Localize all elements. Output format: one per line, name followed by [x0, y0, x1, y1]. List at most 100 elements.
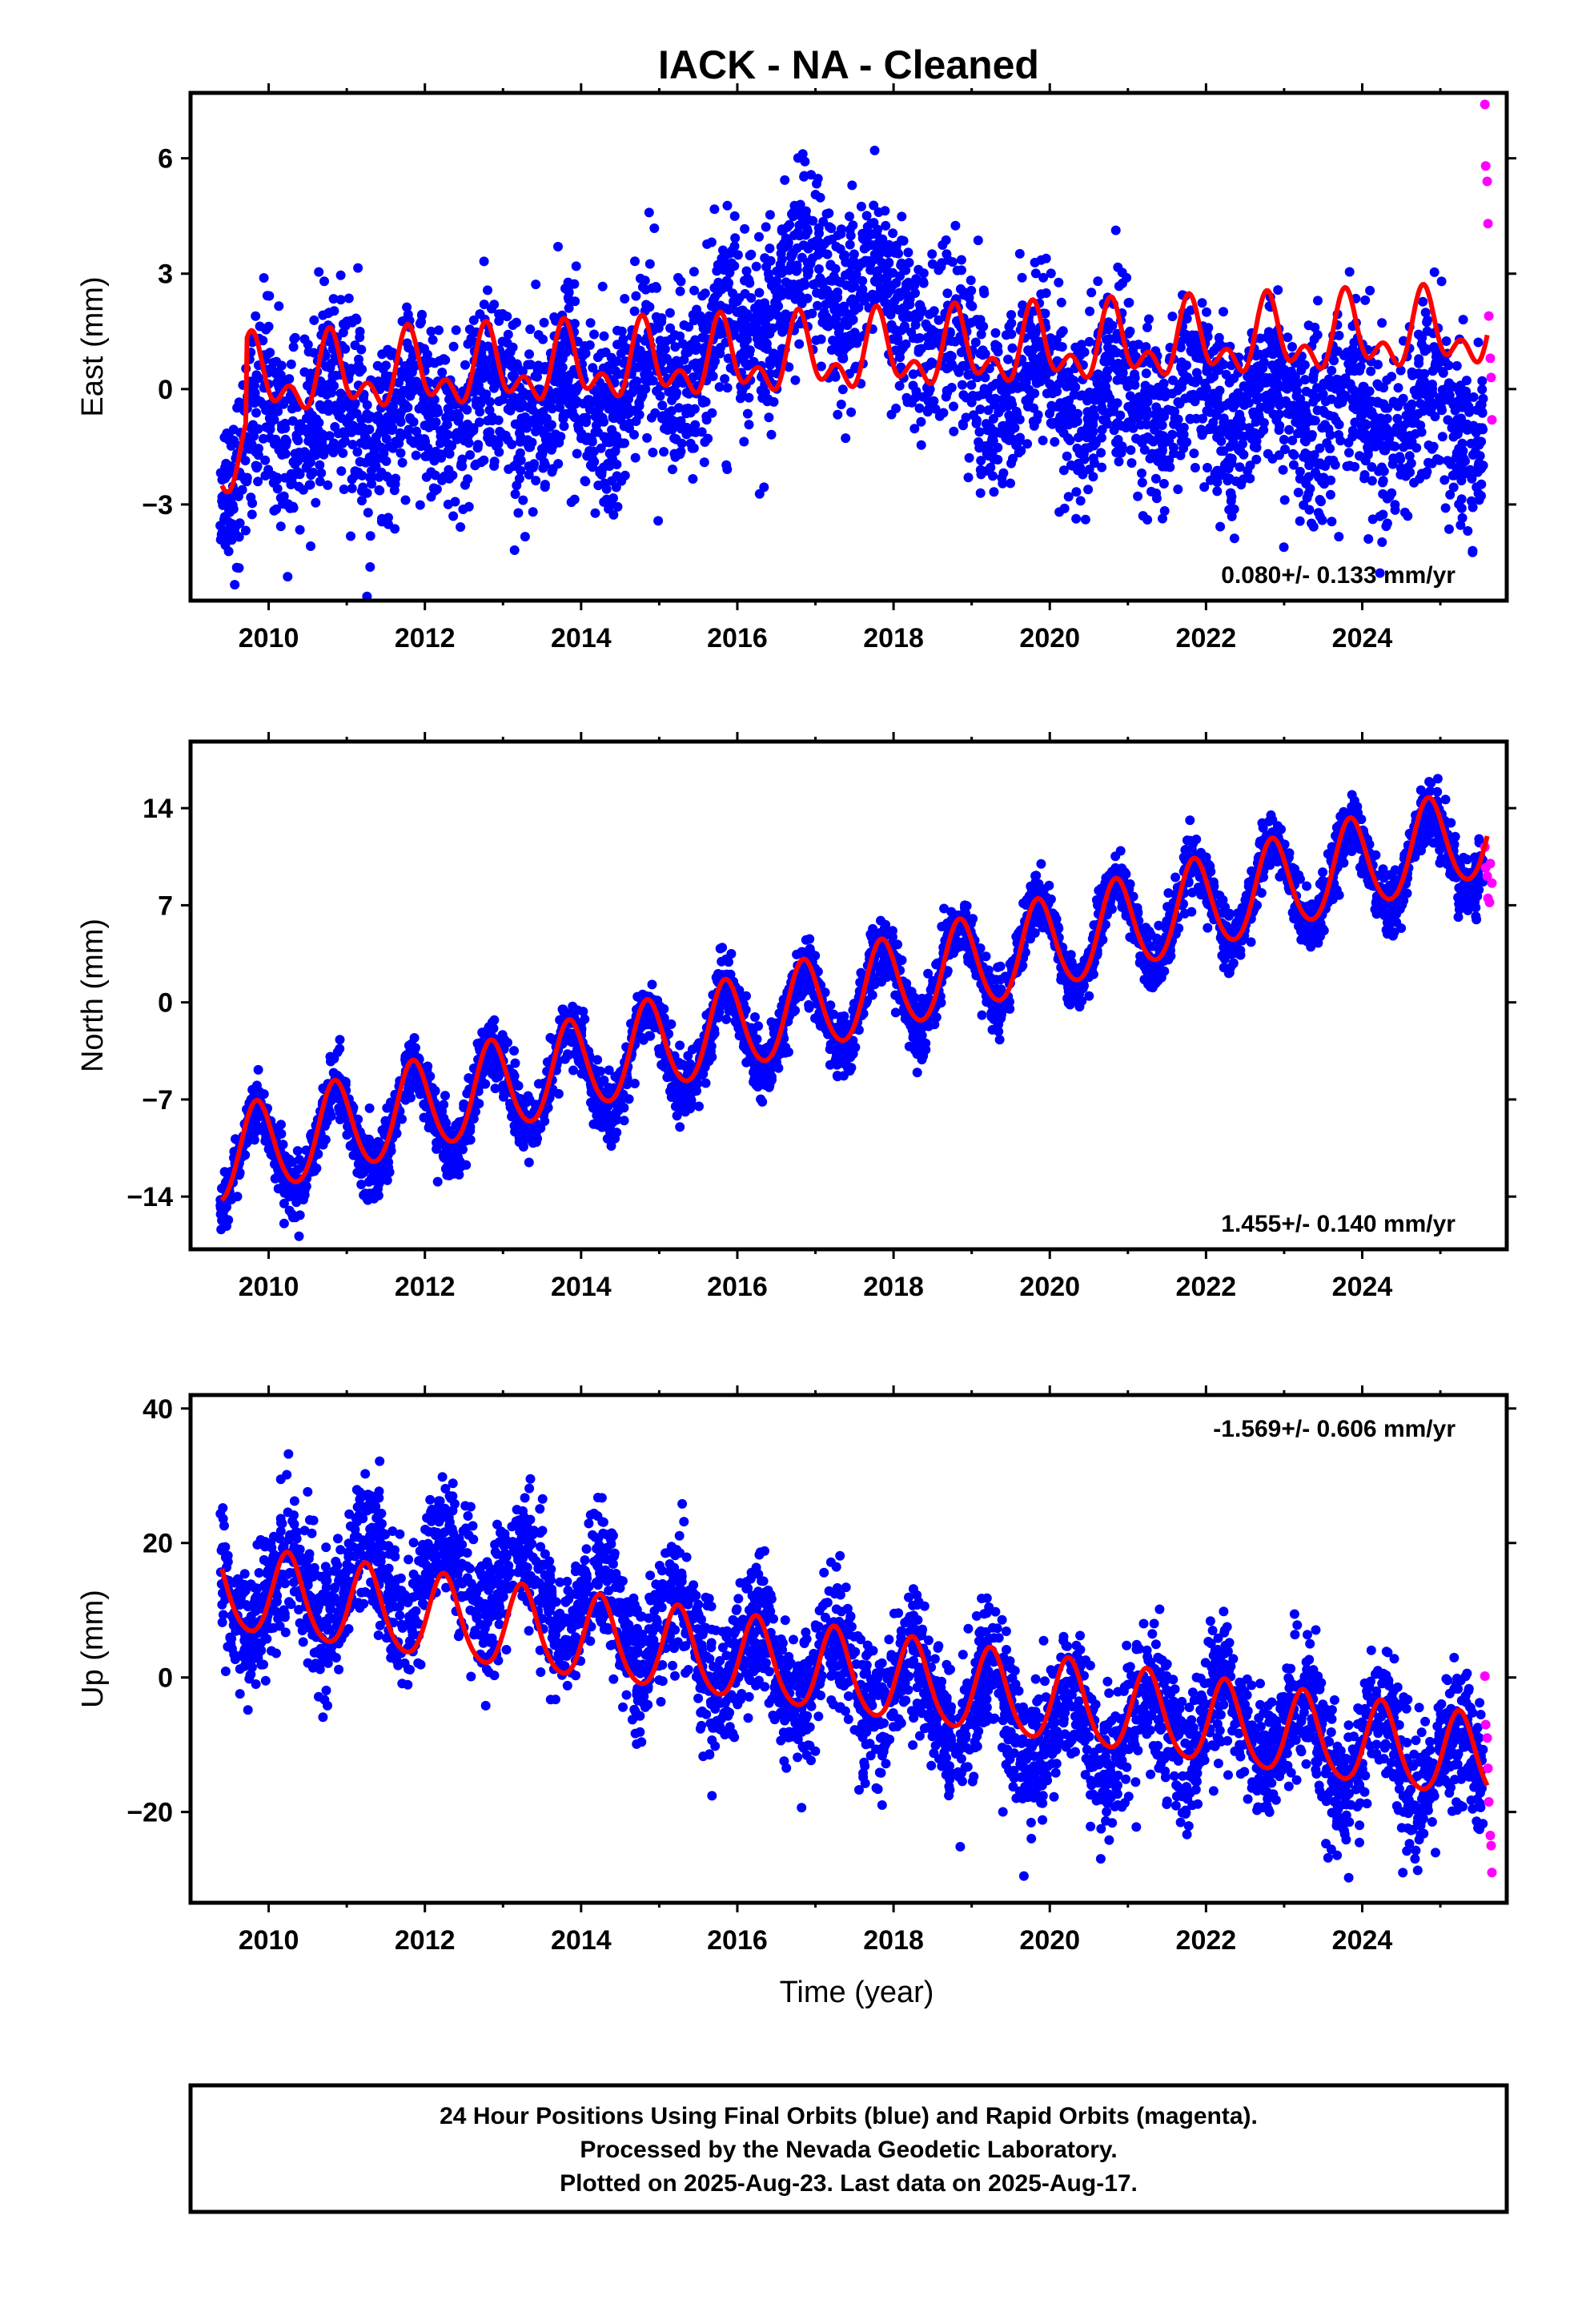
final-orbit-point	[390, 524, 400, 534]
final-orbit-point	[622, 392, 632, 403]
final-orbit-point	[953, 364, 963, 375]
final-orbit-point	[1456, 476, 1467, 486]
final-orbit-point	[280, 423, 291, 433]
final-orbit-point	[554, 437, 564, 448]
final-orbit-point	[715, 343, 725, 353]
final-orbit-point	[270, 406, 279, 416]
final-orbit-point	[513, 508, 524, 518]
x-tick-label: 2010	[239, 623, 299, 653]
final-orbit-point	[599, 331, 609, 341]
final-orbit-point	[475, 407, 485, 417]
final-orbit-point	[443, 412, 453, 422]
final-orbit-point	[688, 474, 698, 484]
final-orbit-point	[1347, 344, 1358, 354]
final-orbit-point	[553, 242, 563, 251]
final-orbit-point	[1278, 464, 1288, 475]
final-orbit-point	[1050, 436, 1060, 447]
final-orbit-point	[1212, 486, 1223, 497]
final-orbit-point	[1410, 428, 1420, 439]
final-orbit-point	[305, 457, 315, 468]
final-orbit-point	[435, 438, 445, 448]
final-orbit-point	[255, 396, 266, 407]
final-orbit-point	[287, 395, 297, 405]
final-orbit-point	[739, 340, 749, 350]
final-orbit-point	[1317, 383, 1327, 393]
final-orbit-point	[248, 425, 259, 436]
final-orbit-point	[1415, 399, 1426, 408]
final-orbit-point	[1259, 425, 1269, 435]
final-orbit-point	[1468, 545, 1478, 556]
final-orbit-point	[983, 440, 994, 451]
final-orbit-point	[292, 1146, 303, 1156]
final-orbit-point	[927, 249, 938, 259]
final-orbit-point	[745, 251, 755, 261]
final-orbit-point	[1287, 436, 1298, 445]
final-orbit-point	[1110, 363, 1121, 373]
final-orbit-point	[328, 294, 339, 304]
final-orbit-point	[1123, 298, 1134, 308]
final-orbit-point	[1279, 435, 1289, 444]
final-orbit-point	[303, 428, 314, 439]
final-orbit-point	[414, 404, 424, 414]
final-orbit-point	[323, 406, 334, 416]
final-orbit-point	[881, 262, 891, 272]
north-panel: 2010 2012 2014 2016 2018 2020 2022 2024−14−7071…	[76, 732, 1516, 1302]
final-orbit-point	[1366, 366, 1376, 376]
final-orbit-point	[1006, 478, 1015, 489]
final-orbit-point	[982, 448, 992, 458]
final-orbit-point	[1091, 374, 1102, 384]
final-orbit-point	[837, 384, 848, 395]
final-orbit-point	[970, 337, 981, 348]
final-orbit-point	[288, 342, 299, 352]
final-orbit-point	[1403, 511, 1413, 521]
final-orbit-point	[1176, 361, 1186, 371]
final-orbit-point	[568, 388, 578, 399]
final-orbit-point	[1435, 455, 1444, 465]
final-orbit-point	[926, 357, 937, 368]
final-orbit-point	[269, 505, 279, 516]
east-panel: 2010 2012 2014 2016 2018 2020 2022 2024−3036Eas…	[76, 83, 1516, 653]
final-orbit-point	[790, 375, 801, 385]
final-orbit-point	[363, 508, 373, 518]
final-orbit-point	[357, 470, 367, 480]
rapid-orbit-point	[1487, 415, 1497, 425]
final-orbit-point	[438, 430, 448, 440]
final-orbit-point	[1302, 493, 1312, 503]
final-orbit-point	[405, 391, 416, 401]
final-orbit-point	[357, 426, 367, 436]
final-orbit-point	[722, 383, 733, 393]
final-orbit-point	[1174, 380, 1184, 391]
final-orbit-point	[1083, 485, 1094, 495]
final-orbit-point	[664, 387, 674, 397]
final-orbit-point	[465, 428, 476, 438]
final-orbit-point	[524, 402, 534, 412]
final-orbit-point	[1404, 451, 1415, 461]
final-orbit-point	[583, 395, 593, 405]
final-orbit-point	[675, 286, 685, 296]
final-orbit-point	[608, 412, 618, 422]
final-orbit-point	[589, 329, 599, 340]
final-orbit-point	[815, 273, 825, 283]
final-orbit-point	[260, 471, 271, 480]
final-orbit-point	[448, 511, 459, 521]
final-orbit-point	[253, 476, 263, 487]
final-orbit-point	[569, 279, 580, 289]
final-orbit-point	[547, 404, 557, 414]
final-orbit-point	[794, 339, 805, 349]
final-orbit-point	[699, 457, 709, 468]
final-orbit-point	[1097, 462, 1107, 472]
final-orbit-point	[566, 497, 576, 508]
final-orbit-point	[564, 295, 574, 305]
final-orbit-point	[847, 180, 857, 191]
final-orbit-point	[1277, 356, 1287, 367]
final-orbit-point	[1319, 479, 1329, 489]
final-orbit-point	[812, 179, 821, 189]
final-orbit-point	[839, 305, 849, 316]
final-orbit-point	[259, 273, 269, 283]
final-orbit-point	[635, 273, 645, 283]
final-orbit-point	[1056, 328, 1066, 339]
final-orbit-point	[1058, 465, 1069, 476]
final-orbit-point	[1243, 372, 1253, 382]
final-orbit-point	[929, 396, 939, 406]
final-orbit-point	[815, 192, 825, 203]
